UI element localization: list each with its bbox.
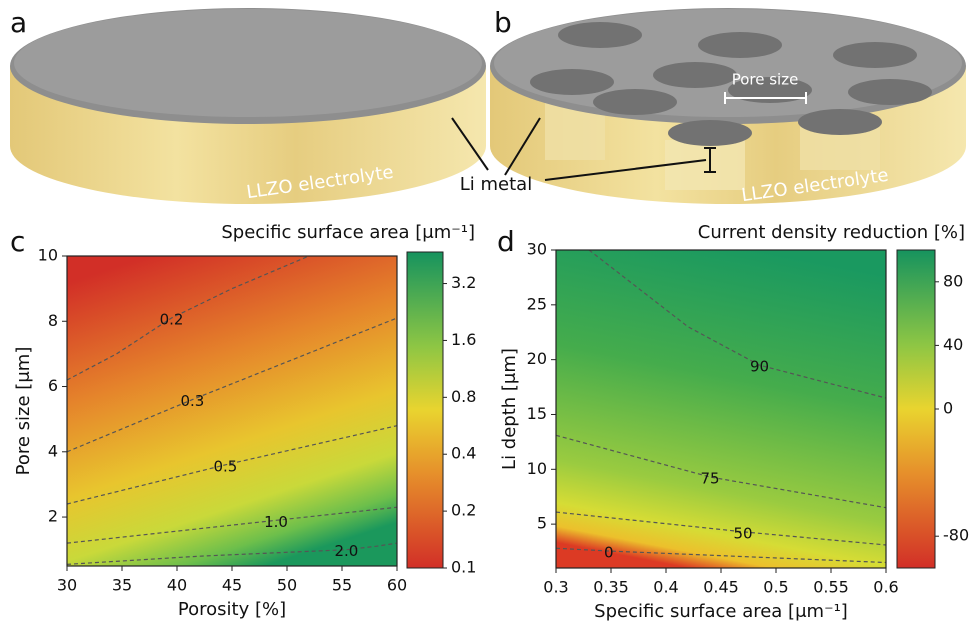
colorbar-tick-label: 80 (943, 271, 963, 290)
panel-label: a (10, 6, 27, 39)
colorbar-tick-label: 3.2 (451, 273, 476, 292)
y-tick-label: 8 (48, 311, 58, 330)
colorbar-tick-label: 0.4 (451, 444, 476, 463)
contour-label: 0.5 (213, 457, 237, 475)
y-tick-label: 2 (48, 507, 58, 526)
chart-title: Specific surface area [μm⁻¹] (221, 222, 475, 243)
y-tick-label: 25 (527, 294, 547, 313)
y-tick-label: 15 (527, 404, 547, 423)
colorbar-tick-label: -80 (943, 526, 969, 545)
colorbar (896, 249, 936, 569)
colorbar-tick-label: 0.1 (451, 558, 476, 577)
x-tick-label: 30 (57, 576, 77, 595)
contour-label: 0.2 (160, 311, 184, 329)
colorbar-tick-label: 0 (943, 399, 953, 418)
contour-label: 0 (604, 544, 614, 562)
colorbar (406, 251, 444, 569)
y-tick-label: 20 (527, 349, 547, 368)
x-tick-label: 0.5 (763, 578, 788, 597)
x-tick-label: 40 (167, 576, 187, 595)
heatmap-field (556, 250, 886, 568)
y-axis-label: Li depth [μm] (499, 348, 520, 470)
y-tick-label: 4 (48, 441, 58, 460)
disk-a (10, 8, 489, 204)
contour-label: 50 (733, 524, 752, 542)
x-tick-label: 0.6 (873, 578, 898, 597)
x-axis-label: Specific surface area [μm⁻¹] (594, 601, 848, 622)
contour-line (66, 317, 398, 453)
colorbar-tick-label: 1.6 (451, 330, 476, 349)
x-tick-label: 35 (112, 576, 132, 595)
colorbar-tick-label: 0.2 (451, 501, 476, 520)
chart-title: Current density reduction [%] (698, 222, 965, 243)
panel-label: c (10, 225, 25, 258)
y-axis-label: Pore size [μm] (13, 347, 34, 476)
x-tick-label: 0.3 (543, 578, 568, 597)
y-tick-label: 6 (48, 376, 58, 395)
contour-label: 0.3 (180, 392, 204, 410)
x-tick-label: 50 (277, 576, 297, 595)
y-tick-label: 10 (527, 459, 547, 478)
contour-label: 1.0 (264, 513, 288, 531)
panel-label: b (494, 6, 512, 39)
y-tick-label: 5 (537, 514, 547, 533)
contour-label: 90 (750, 358, 769, 376)
x-tick-label: 60 (387, 576, 407, 595)
x-tick-label: 0.45 (703, 578, 739, 597)
contour-label: 2.0 (334, 542, 358, 560)
x-tick-label: 55 (332, 576, 352, 595)
contour-line (588, 249, 887, 399)
contour-line (66, 542, 398, 565)
y-tick-label: 10 (38, 246, 58, 265)
li-metal-label: Li metal (460, 174, 532, 195)
x-tick-label: 45 (222, 576, 242, 595)
contour-line (555, 511, 887, 546)
heatmap-field (67, 256, 397, 566)
contour-line (66, 506, 398, 544)
colorbar-tick-label: 0.8 (451, 387, 476, 406)
disk-b (490, 8, 966, 204)
contour-label: 75 (700, 469, 719, 487)
x-axis-label: Porosity [%] (178, 599, 286, 620)
x-tick-label: 0.35 (593, 578, 629, 597)
contour-line (66, 255, 310, 381)
colorbar-tick-label: 40 (943, 335, 963, 354)
contour-line (66, 425, 398, 505)
y-tick-label: 30 (527, 240, 547, 259)
x-tick-label: 0.4 (653, 578, 678, 597)
pore-label: Pore size (732, 71, 799, 89)
panel-label: d (497, 225, 515, 258)
x-tick-label: 0.55 (813, 578, 849, 597)
contour-line (555, 547, 887, 564)
